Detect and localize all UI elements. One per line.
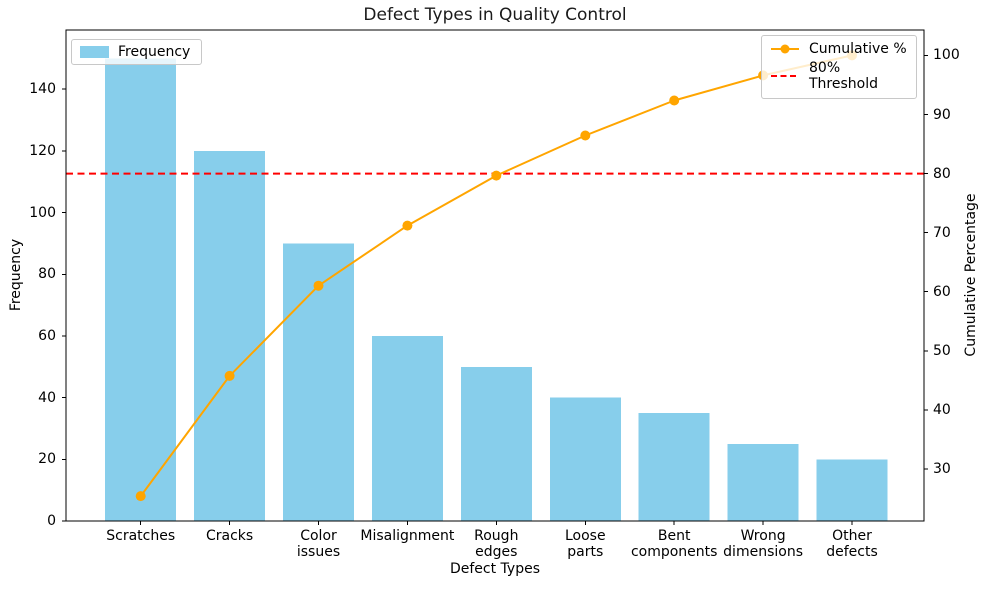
frequency-bar xyxy=(816,459,888,521)
cumulative-marker xyxy=(669,95,680,106)
y-right-tick-label: 100 xyxy=(933,47,960,64)
x-category-label: Wrong dimensions xyxy=(723,528,803,560)
frequency-bar xyxy=(105,58,177,522)
y-left-tick-label: 60 xyxy=(38,327,56,344)
chart-title: Defect Types in Quality Control xyxy=(363,5,627,25)
y-right-tick-label: 40 xyxy=(933,401,951,418)
y-left-tick-label: 0 xyxy=(47,513,56,529)
y-left-tick-label: 80 xyxy=(38,266,56,283)
cumulative-marker xyxy=(313,280,324,291)
y-right-axis-title: Cumulative Percentage xyxy=(963,193,979,357)
x-axis-title: Defect Types xyxy=(449,561,541,577)
frequency-swatch-icon xyxy=(80,46,109,58)
y-left-tick-label: 40 xyxy=(38,389,56,406)
legend-cumulative-label: Cumulative % xyxy=(809,41,907,57)
y-right-tick-label: 30 xyxy=(933,461,951,477)
frequency-bar xyxy=(460,366,532,521)
cumulative-marker xyxy=(224,370,235,381)
frequency-bar xyxy=(549,397,621,521)
y-left-tick-label: 120 xyxy=(29,142,56,159)
cumulative-marker xyxy=(491,170,502,181)
x-category-label: Loose parts xyxy=(565,528,606,560)
y-right-tick-label: 80 xyxy=(933,165,951,182)
x-category-label: Cracks xyxy=(205,528,254,544)
y-right-tick-label: 70 xyxy=(933,224,951,241)
legend-frequency-label: Frequency xyxy=(118,44,191,60)
cumulative-marker xyxy=(580,130,591,141)
x-category-label: Color issues xyxy=(296,528,341,560)
cumulative-marker xyxy=(402,220,413,231)
frequency-bar xyxy=(371,335,443,521)
cumulative-marker xyxy=(135,491,146,502)
x-category-label: Bent components xyxy=(630,528,718,560)
y-left-tick-label: 100 xyxy=(29,204,56,221)
y-left-tick-label: 140 xyxy=(29,81,56,98)
x-category-label: Other defects xyxy=(826,528,878,560)
y-right-tick-label: 90 xyxy=(933,106,951,123)
cumulative-line-icon xyxy=(771,44,799,54)
plot-frame xyxy=(65,29,925,522)
x-category-label: Scratches xyxy=(106,528,176,544)
legend-row-cumulative: Cumulative % xyxy=(770,41,907,57)
frequency-bar xyxy=(727,443,799,521)
y-right-tick-label: 50 xyxy=(933,342,951,359)
frequency-bar xyxy=(638,413,710,521)
legend-row-threshold: 80% Threshold xyxy=(770,60,907,92)
x-category-label: Misalignment xyxy=(360,528,455,544)
legend-lines: Cumulative % 80% Threshold xyxy=(761,35,917,99)
legend-frequency: Frequency xyxy=(71,39,203,65)
threshold-line-icon xyxy=(771,75,799,77)
y-right-tick-label: 60 xyxy=(933,283,951,300)
y-left-tick-label: 20 xyxy=(38,451,56,468)
x-category-label: Rough edges xyxy=(474,528,519,560)
frequency-bar xyxy=(194,150,266,521)
legend-threshold-label: 80% Threshold xyxy=(809,60,878,92)
